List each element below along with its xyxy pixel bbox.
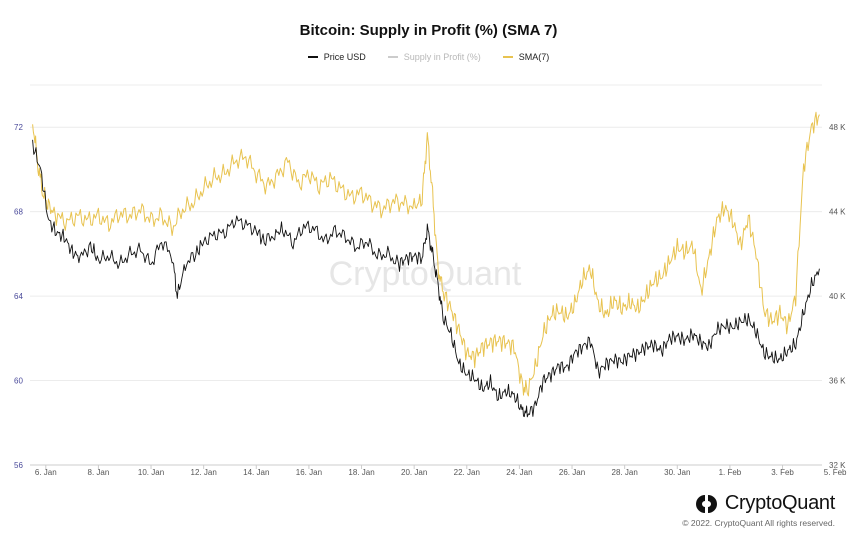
x-tick-label: 26. Jan xyxy=(559,468,585,477)
y-left-tick-label: 60 xyxy=(14,377,23,386)
y-left-tick-label: 56 xyxy=(14,461,23,470)
legend-label-price: Price USD xyxy=(323,52,366,62)
brand-name: CryptoQuant xyxy=(724,492,835,514)
legend-item-sma7[interactable]: SMA(7) xyxy=(502,52,550,62)
legend-label-supply-in-profit: Supply in Profit (%) xyxy=(403,52,481,62)
series-line-sma-7 xyxy=(32,111,820,397)
legend-label-sma7: SMA(7) xyxy=(518,52,550,62)
x-tick-label: 18. Jan xyxy=(348,468,374,477)
y-right-tick-label: 36 K xyxy=(829,377,846,386)
x-tick-label: 20. Jan xyxy=(401,468,427,477)
x-tick-label: 1. Feb xyxy=(719,468,742,477)
x-tick-label: 22. Jan xyxy=(454,468,480,477)
y-right-tick-label: 40 K xyxy=(829,292,846,301)
x-tick-label: 12. Jan xyxy=(191,468,217,477)
legend-swatch-sma7 xyxy=(502,56,513,58)
y-right-tick-label: 32 K xyxy=(829,461,846,470)
x-tick-label: 10. Jan xyxy=(138,468,164,477)
x-tick-label: 24. Jan xyxy=(506,468,532,477)
x-tick-label: 16. Jan xyxy=(296,468,322,477)
x-tick-label: 14. Jan xyxy=(243,468,269,477)
chart-watermark: CryptoQuant xyxy=(329,255,522,293)
chart-legend[interactable]: Price USD Supply in Profit (%) SMA(7) xyxy=(0,52,857,62)
y-left-tick-label: 68 xyxy=(14,208,23,217)
x-tick-label: 28. Jan xyxy=(612,468,638,477)
y-left-tick-label: 72 xyxy=(14,123,23,132)
x-tick-label: 6. Jan xyxy=(35,468,57,477)
legend-item-price[interactable]: Price USD xyxy=(307,52,366,62)
legend-item-supply-in-profit[interactable]: Supply in Profit (%) xyxy=(387,52,481,62)
y-axis-right: 48 K 44 K 40 K 36 K 32 K xyxy=(829,123,846,470)
series-lines xyxy=(32,111,820,418)
cryptoquant-logo-icon xyxy=(695,494,717,513)
x-tick-label: 30. Jan xyxy=(664,468,690,477)
x-tick-label: 5. Feb xyxy=(824,468,847,477)
copyright-text: © 2022. CryptoQuant All rights reserved. xyxy=(682,518,835,528)
y-right-tick-label: 48 K xyxy=(829,123,846,132)
y-left-tick-label: 64 xyxy=(14,292,23,301)
y-axis-left: 72 68 64 60 56 xyxy=(14,123,23,470)
x-axis: 6. Jan 8. Jan 10. Jan 12. Jan 14. Jan 16. Jan… xyxy=(30,464,847,477)
legend-swatch-price xyxy=(307,56,318,58)
series-line-price-usd xyxy=(32,139,820,418)
chart-title: Bitcoin: Supply in Profit (%) (SMA 7) xyxy=(299,22,558,39)
brand-logo: CryptoQuant xyxy=(695,492,835,515)
x-tick-label: 8. Jan xyxy=(88,468,110,477)
x-tick-label: 3. Feb xyxy=(771,468,794,477)
y-right-tick-label: 44 K xyxy=(829,208,846,217)
legend-swatch-supply-in-profit xyxy=(387,56,398,58)
